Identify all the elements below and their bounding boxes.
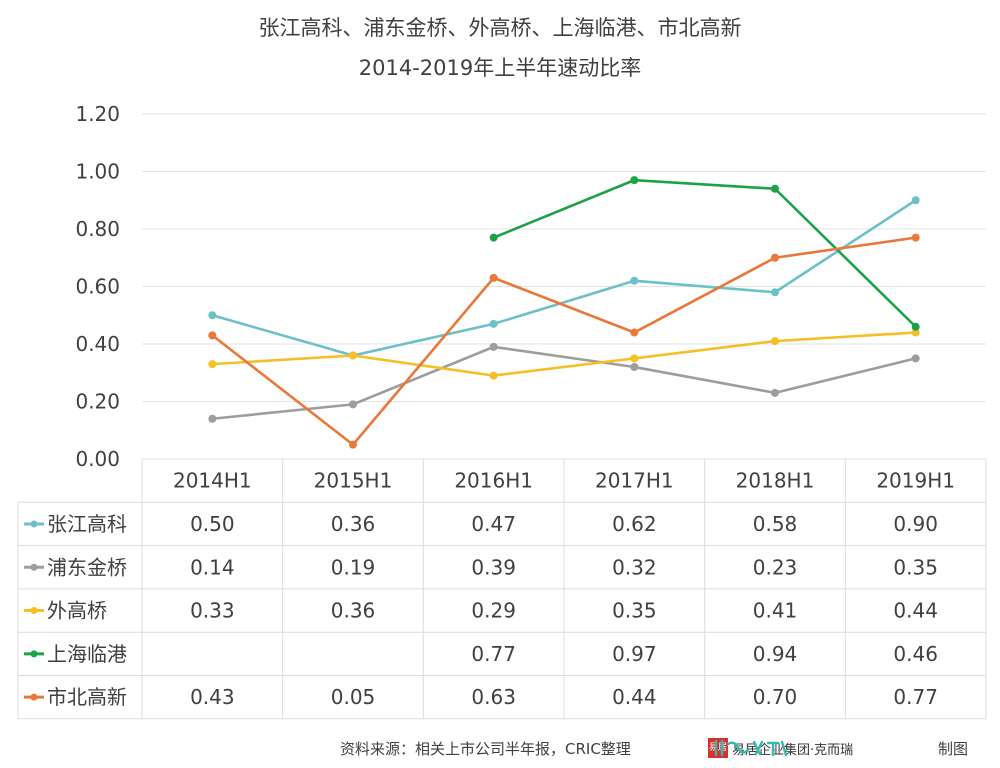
table-value: 0.35 [612, 599, 657, 623]
data-point [208, 414, 217, 423]
legend-series-name: 外高桥 [47, 599, 107, 623]
table-value: 0.50 [190, 512, 235, 536]
table-value: 0.70 [753, 685, 798, 709]
line-chart: 0.00 0.20 0.40 0.60 0.80 1.00 1.20 2014H1 2015H1… [17, 102, 987, 720]
data-point [349, 351, 357, 360]
table-value: 0.44 [612, 685, 657, 709]
data-point [208, 311, 217, 320]
y-tick-label: 1.00 [75, 160, 120, 184]
y-tick-label: 0.40 [75, 332, 120, 356]
x-category-label: 2016H1 [454, 469, 533, 493]
data-point [489, 273, 498, 282]
series-line [212, 345, 916, 421]
table-value: 0.39 [471, 555, 516, 579]
data-point [911, 354, 920, 363]
y-tick-label: 0.00 [75, 447, 120, 471]
data-point [771, 288, 779, 297]
y-tick-label: 1.20 [75, 102, 120, 126]
data-point [489, 342, 498, 351]
data-point [771, 184, 779, 193]
brand-credit: 易居 易居企业集团·克而瑞 [708, 738, 853, 758]
brand-name: 易居企业集团·克而瑞 [732, 742, 854, 758]
chart-subtitle: 2014-2019年上半年速动比率 [358, 56, 642, 80]
legend-series-name: 上海临港 [47, 642, 127, 666]
legend-series-name: 张江高科 [47, 512, 127, 536]
data-point [630, 176, 639, 185]
data-point [349, 400, 357, 409]
brand-logo-mark [714, 739, 788, 757]
table-value: 0.62 [612, 512, 657, 536]
x-category-label: 2017H1 [595, 469, 674, 493]
table-value: 0.44 [893, 599, 938, 623]
legend-swatch-marker [30, 607, 38, 615]
data-point [630, 328, 639, 337]
table-value: 0.14 [190, 555, 235, 579]
data-point [911, 328, 920, 337]
legend-swatch-marker [30, 520, 38, 528]
legend-swatch-marker [30, 563, 38, 571]
legend-swatch-marker [30, 650, 38, 658]
data-point [630, 276, 639, 285]
chart-title: 张江高科、浦东金桥、外高桥、上海临港、市北高新 [258, 16, 742, 40]
x-category-label: 2015H1 [314, 469, 393, 493]
legend-series-name: 市北高新 [47, 685, 127, 709]
data-point [911, 233, 920, 242]
table-value: 0.19 [331, 555, 376, 579]
data-point [349, 440, 357, 449]
series-line [212, 331, 916, 377]
table-value: 0.46 [893, 642, 938, 666]
data-point [911, 322, 920, 331]
y-tick-label: 0.60 [75, 275, 120, 299]
table-value: 0.41 [753, 599, 798, 623]
x-category-label: 2018H1 [736, 469, 815, 493]
table-value: 0.94 [753, 642, 798, 666]
data-point [911, 196, 920, 205]
series-line [211, 236, 916, 446]
table-value: 0.05 [331, 685, 376, 709]
table-value: 0.23 [753, 555, 798, 579]
made-by-label: 制图 [938, 740, 969, 758]
table-value: 0.77 [893, 685, 938, 709]
table-value: 0.36 [331, 512, 376, 536]
legend-swatch-marker [30, 693, 38, 701]
table-value: 0.43 [190, 685, 235, 709]
data-point [630, 354, 639, 363]
data-point [771, 388, 779, 397]
y-tick-label: 0.80 [75, 217, 120, 241]
data-point [208, 360, 217, 369]
data-point [630, 363, 639, 371]
table-value: 0.63 [471, 685, 516, 709]
series-line [493, 178, 917, 328]
table-value: 0.58 [753, 512, 798, 536]
source-note: 资料来源：相关上市公司半年报，CRIC整理 [340, 740, 631, 758]
table-value: 0.35 [893, 555, 938, 579]
table-value: 0.32 [612, 555, 657, 579]
data-point [489, 319, 498, 328]
data-point [489, 233, 498, 242]
table-value: 0.36 [331, 599, 376, 623]
x-category-label: 2019H1 [876, 469, 955, 493]
table-value: 0.77 [471, 642, 516, 666]
y-tick-label: 0.20 [75, 390, 120, 414]
table-value: 0.29 [471, 599, 516, 623]
table-value: 0.33 [190, 599, 235, 623]
series-line [211, 199, 917, 357]
table-value: 0.47 [471, 512, 516, 536]
data-point [771, 337, 779, 346]
table-value: 0.97 [612, 642, 657, 666]
data-point [771, 253, 779, 262]
legend-series-name: 浦东金桥 [47, 555, 127, 579]
data-point [208, 331, 217, 340]
table-value: 0.90 [893, 512, 938, 536]
x-category-label: 2014H1 [173, 469, 252, 493]
data-point [489, 371, 498, 380]
